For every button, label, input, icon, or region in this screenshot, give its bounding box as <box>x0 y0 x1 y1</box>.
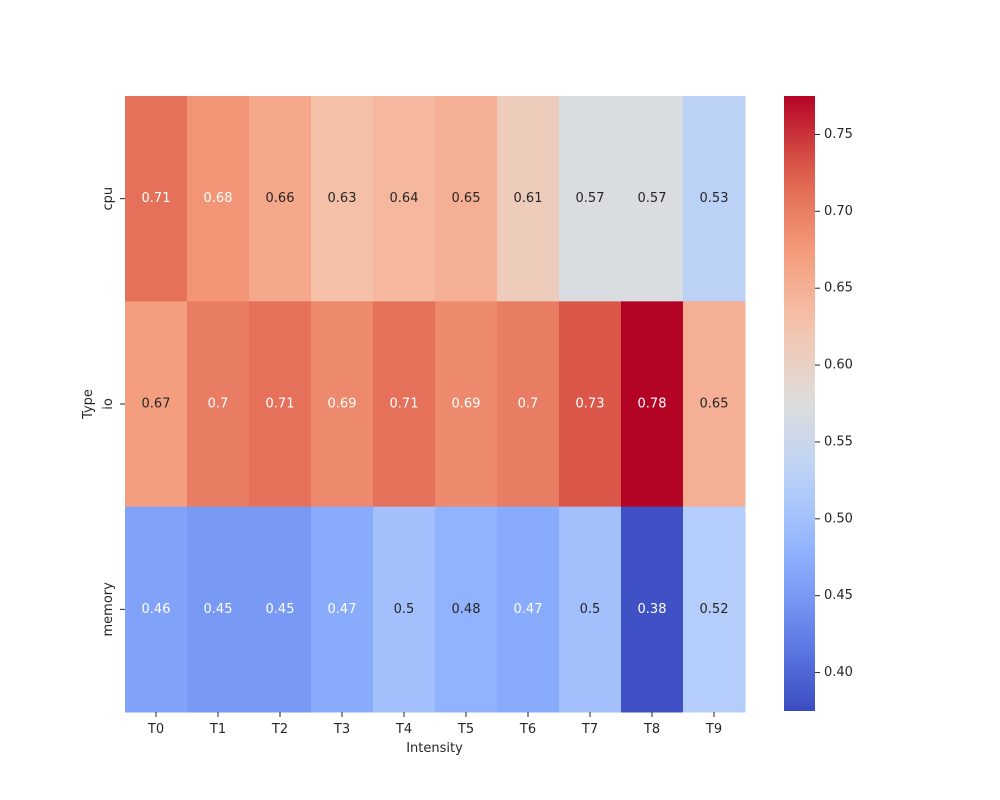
cell-value-label: 0.38 <box>638 602 667 617</box>
cell-value-label: 0.71 <box>142 191 171 206</box>
cell-value-label: 0.66 <box>266 191 295 206</box>
cell-value-label: 0.48 <box>452 602 481 617</box>
cell-value-label: 0.63 <box>328 191 357 206</box>
colorbar-tick-label: 0.55 <box>824 434 853 449</box>
x-tick-label: T5 <box>457 722 474 737</box>
heatmap-cell-cpu-T1 <box>187 96 250 302</box>
heatmap-cell-io-T9 <box>683 301 746 508</box>
colorbar <box>784 96 815 711</box>
cell-value-label: 0.52 <box>700 602 729 617</box>
cell-value-label: 0.68 <box>204 191 233 206</box>
cell-value-label: 0.57 <box>638 191 667 206</box>
heatmap-cell-memory-T8 <box>621 506 684 713</box>
colorbar-tick-label: 0.45 <box>824 588 853 603</box>
cell-value-label: 0.7 <box>208 397 229 412</box>
cell-value-label: 0.65 <box>700 397 729 412</box>
heatmap-cell-io-T2 <box>249 301 312 508</box>
y-tick-label: memory <box>101 582 116 637</box>
heatmap-cell-cpu-T8 <box>621 96 684 302</box>
colorbar-ticks: 0.40 0.45 0.50 0.55 0.60 0.65 0.70 0.75 <box>815 127 853 680</box>
heatmap-cell-memory-T3 <box>311 506 374 713</box>
x-tick-label: T1 <box>209 722 226 737</box>
y-axis-ticks: cpu io memory <box>101 187 125 637</box>
cell-value-label: 0.65 <box>452 191 481 206</box>
colorbar-tick-label: 0.70 <box>824 204 853 219</box>
cell-value-label: 0.53 <box>700 191 729 206</box>
heatmap-cell-io-T0 <box>125 301 188 508</box>
x-tick-label: T8 <box>643 722 660 737</box>
y-tick-label: cpu <box>101 187 116 211</box>
cell-value-label: 0.47 <box>328 602 357 617</box>
colorbar-tick-label: 0.60 <box>824 358 853 373</box>
x-tick-label: T6 <box>519 722 536 737</box>
heatmap-cell-io-T3 <box>311 301 374 508</box>
heatmap-cell-cpu-T3 <box>311 96 374 302</box>
colorbar-tick-label: 0.75 <box>824 127 853 142</box>
y-tick-label: io <box>101 398 116 410</box>
heatmap-cell-io-T1 <box>187 301 250 508</box>
cell-value-label: 0.47 <box>514 602 543 617</box>
heatmap-cell-cpu-T4 <box>373 96 436 302</box>
cell-value-label: 0.64 <box>390 191 419 206</box>
heatmap-cell-memory-T5 <box>435 506 498 713</box>
heatmap-cell-memory-T9 <box>683 506 746 713</box>
cell-value-label: 0.46 <box>142 602 171 617</box>
heatmap-cell-memory-T7 <box>559 506 622 713</box>
cell-value-label: 0.57 <box>576 191 605 206</box>
cell-value-label: 0.45 <box>266 602 295 617</box>
cell-value-label: 0.45 <box>204 602 233 617</box>
heatmap-cell-labels: 0.71 0.68 0.66 0.63 0.64 0.65 0.61 0.57 0.57 0.53… <box>142 191 729 617</box>
heatmap-cell-cpu-T6 <box>497 96 560 302</box>
heatmap-cell-memory-T1 <box>187 506 250 713</box>
cell-value-label: 0.78 <box>638 397 667 412</box>
cell-value-label: 0.5 <box>580 602 601 617</box>
x-tick-label: T7 <box>581 722 598 737</box>
x-axis-ticks: T0 T1 T2 T3 T4 T5 T6 T7 T8 T9 <box>147 712 722 737</box>
heatmap-cell-cpu-T5 <box>435 96 498 302</box>
x-tick-label: T9 <box>705 722 722 737</box>
heatmap-cell-io-T6 <box>497 301 560 508</box>
colorbar-tick-label: 0.40 <box>824 665 853 680</box>
x-axis-title: Intensity <box>406 741 463 756</box>
cell-value-label: 0.61 <box>514 191 543 206</box>
heatmap-cell-memory-T2 <box>249 506 312 713</box>
cell-value-label: 0.67 <box>142 397 171 412</box>
cell-value-label: 0.69 <box>328 397 357 412</box>
heatmap-cell-cpu-T7 <box>559 96 622 302</box>
x-tick-label: T4 <box>395 722 412 737</box>
cell-value-label: 0.71 <box>266 397 295 412</box>
heatmap-cell-io-T7 <box>559 301 622 508</box>
x-tick-label: T3 <box>333 722 350 737</box>
heatmap-cells <box>125 96 746 713</box>
colorbar-tick-label: 0.65 <box>824 281 853 296</box>
heatmap-cell-cpu-T9 <box>683 96 746 302</box>
cell-value-label: 0.71 <box>390 397 419 412</box>
heatmap-cell-io-T4 <box>373 301 436 508</box>
heatmap-cell-io-T8 <box>621 301 684 508</box>
x-tick-label: T0 <box>147 722 164 737</box>
cell-value-label: 0.73 <box>576 397 605 412</box>
heatmap-cell-memory-T4 <box>373 506 436 713</box>
cell-value-label: 0.7 <box>518 397 539 412</box>
colorbar-tick-label: 0.50 <box>824 511 853 526</box>
heatmap-cell-cpu-T0 <box>125 96 188 302</box>
heatmap-cell-memory-T6 <box>497 506 560 713</box>
heatmap-cell-io-T5 <box>435 301 498 508</box>
y-axis-title: Type <box>81 389 96 420</box>
x-tick-label: T2 <box>271 722 288 737</box>
cell-value-label: 0.69 <box>452 397 481 412</box>
heatmap-cell-memory-T0 <box>125 506 188 713</box>
cell-value-label: 0.5 <box>394 602 415 617</box>
heatmap-cell-cpu-T2 <box>249 96 312 302</box>
